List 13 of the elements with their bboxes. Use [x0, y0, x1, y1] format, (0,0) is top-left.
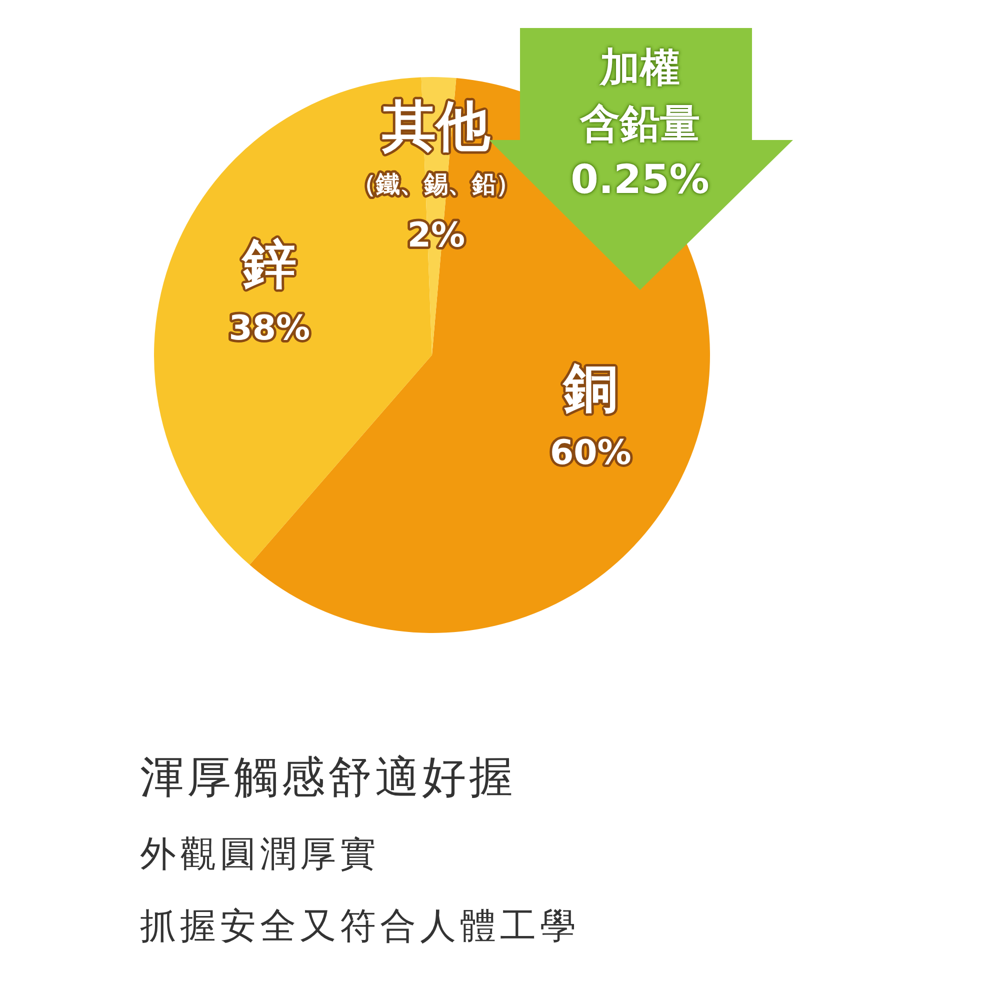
slice-label: 其他	[381, 94, 492, 158]
text: 抓握安全又符合人體工學	[140, 905, 580, 949]
data-label: 38%	[228, 308, 310, 349]
text: （鐵、錫、鉛）	[352, 170, 520, 198]
slice-label: 銅	[562, 356, 618, 420]
slice-label: 鋅	[240, 232, 296, 295]
text: 加權	[598, 44, 681, 93]
text: 含鉛量	[578, 100, 701, 149]
text: 0.25%	[570, 156, 710, 205]
data-label: 2%	[407, 216, 466, 256]
text: 外觀圓潤厚實	[140, 833, 380, 877]
data-label: 60%	[550, 433, 632, 474]
text: 渾厚觸感舒適好握	[140, 751, 516, 805]
